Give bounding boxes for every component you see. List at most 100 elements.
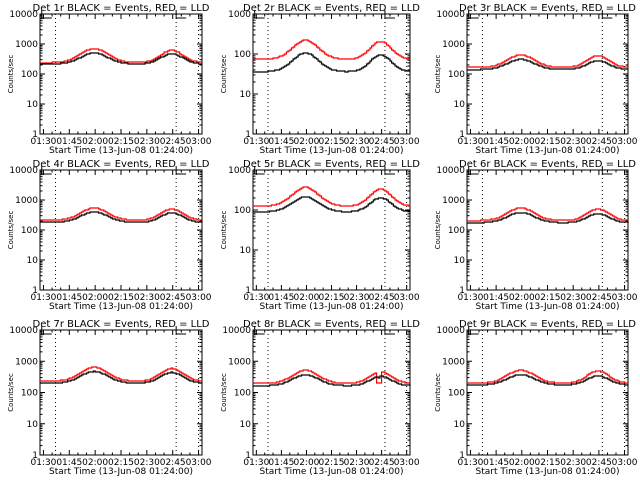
bracket-marker	[468, 10, 479, 19]
y-tick-label: 1000	[228, 10, 251, 20]
panel-4: Det 4r BLACK = Events, RED = LLD 1 10 100 10…	[7, 159, 212, 312]
bracket-marker	[41, 10, 52, 19]
y-tick-label: 100	[234, 389, 251, 399]
y-axis-label: Counts/sec	[434, 211, 442, 250]
x-tick-label: 01:45	[268, 458, 294, 468]
y-tick-label: 1000	[15, 40, 38, 50]
x-tick-label: 02:00	[82, 293, 108, 303]
x-tick-label: 02:00	[293, 458, 319, 468]
x-tick-label: 01:30	[457, 293, 483, 303]
x-tick-label: 01:45	[268, 137, 294, 147]
plot-frame	[252, 13, 411, 135]
y-tick-label: 1	[459, 451, 465, 461]
events-series-line	[253, 52, 410, 73]
y-tick-label: 10	[454, 256, 466, 266]
bracket-marker	[384, 10, 395, 19]
x-axis-label: Start Time (13-Jun-08 01:24:00)	[476, 146, 620, 156]
y-axis-label: Counts/sec	[434, 373, 442, 412]
x-tick-label: 02:00	[293, 293, 319, 303]
bracket-marker	[468, 166, 479, 175]
x-tick-label: 02:15	[535, 137, 561, 147]
x-tick-label: 02:15	[319, 458, 345, 468]
bracket-marker	[254, 10, 265, 19]
x-tick-label: 02:30	[134, 293, 160, 303]
x-tick-label: 01:45	[268, 293, 294, 303]
lld-series-line	[253, 369, 410, 384]
lld-series-line	[253, 186, 410, 207]
plot-frame	[466, 169, 629, 291]
x-tick-label: 01:30	[243, 458, 269, 468]
x-tick-label: 03:00	[186, 458, 212, 468]
lld-series-line	[467, 207, 628, 222]
y-tick-label: 100	[21, 70, 38, 80]
x-axis-label: Start Time (13-Jun-08 01:24:00)	[260, 146, 404, 156]
x-tick-label: 01:45	[56, 458, 82, 468]
bracket-marker	[601, 326, 613, 335]
x-tick-label: 03:00	[394, 458, 420, 468]
x-tick-label: 02:30	[134, 137, 160, 147]
events-series-line	[467, 212, 629, 224]
x-axis-label: Start Time (13-Jun-08 01:24:00)	[476, 467, 620, 477]
bracket-marker	[41, 166, 52, 175]
bracket-marker	[384, 166, 395, 175]
y-tick-label: 10	[454, 420, 466, 430]
events-series-line	[40, 211, 202, 223]
panel-1: Det 1r BLACK = Events, RED = LLD 1 10 100 10…	[7, 3, 212, 156]
x-tick-label: 02:00	[82, 458, 108, 468]
x-tick-label: 01:45	[483, 293, 509, 303]
y-tick-label: 10	[240, 246, 252, 256]
y-tick-label: 1	[459, 286, 465, 296]
x-tick-label: 02:00	[509, 458, 535, 468]
x-tick-label: 02:00	[509, 293, 535, 303]
events-series-line	[40, 52, 202, 65]
y-tick-label: 10000	[9, 10, 38, 20]
panel-title: Det 9r BLACK = Events, RED = LLD	[459, 319, 636, 330]
bracket-marker	[384, 326, 395, 335]
y-tick-label: 1000	[228, 166, 251, 176]
x-tick-label: 01:30	[30, 137, 56, 147]
x-tick-label: 02:00	[82, 137, 108, 147]
bracket-marker	[175, 326, 187, 335]
x-tick-label: 02:15	[108, 137, 134, 147]
y-tick-label: 10000	[9, 166, 38, 176]
y-tick-label: 1000	[442, 196, 465, 206]
x-tick-label: 01:30	[30, 458, 56, 468]
x-axis-label: Start Time (13-Jun-08 01:24:00)	[49, 302, 193, 312]
bracket-marker	[254, 166, 265, 175]
x-tick-label: 02:30	[560, 137, 586, 147]
x-tick-label: 02:30	[560, 458, 586, 468]
y-tick-label: 100	[21, 389, 38, 399]
y-tick-label: 1000	[228, 357, 251, 367]
panel-2: Det 2r BLACK = Events, RED = LLD 1 10 100 10…	[220, 3, 420, 156]
x-tick-label: 02:00	[509, 137, 535, 147]
events-series-line	[40, 370, 202, 384]
y-tick-label: 1000	[442, 357, 465, 367]
y-tick-label: 1	[32, 286, 38, 296]
panel-title: Det 2r BLACK = Events, RED = LLD	[243, 3, 420, 14]
y-tick-label: 1	[245, 130, 251, 140]
y-tick-label: 1000	[15, 357, 38, 367]
bracket-marker	[175, 10, 187, 19]
x-tick-label: 02:15	[535, 293, 561, 303]
x-tick-label: 03:00	[612, 293, 638, 303]
plot-frame	[39, 13, 203, 135]
panel-title: Det 1r BLACK = Events, RED = LLD	[33, 3, 210, 14]
y-tick-label: 100	[234, 50, 251, 60]
x-tick-label: 02:15	[319, 293, 345, 303]
x-tick-label: 01:30	[457, 458, 483, 468]
y-tick-label: 100	[448, 70, 465, 80]
lld-series-line	[40, 207, 202, 221]
x-axis-label: Start Time (13-Jun-08 01:24:00)	[260, 302, 404, 312]
x-tick-label: 02:15	[108, 458, 134, 468]
y-tick-label: 1	[32, 451, 38, 461]
x-tick-label: 03:00	[612, 458, 638, 468]
x-tick-label: 02:30	[344, 293, 370, 303]
x-tick-label: 01:30	[457, 137, 483, 147]
y-tick-label: 1	[32, 130, 38, 140]
x-tick-label: 01:30	[243, 293, 269, 303]
x-tick-label: 02:15	[108, 293, 134, 303]
x-tick-label: 03:00	[612, 137, 638, 147]
plot-frame	[252, 329, 411, 456]
y-tick-label: 10000	[436, 10, 465, 20]
x-tick-label: 02:15	[535, 458, 561, 468]
